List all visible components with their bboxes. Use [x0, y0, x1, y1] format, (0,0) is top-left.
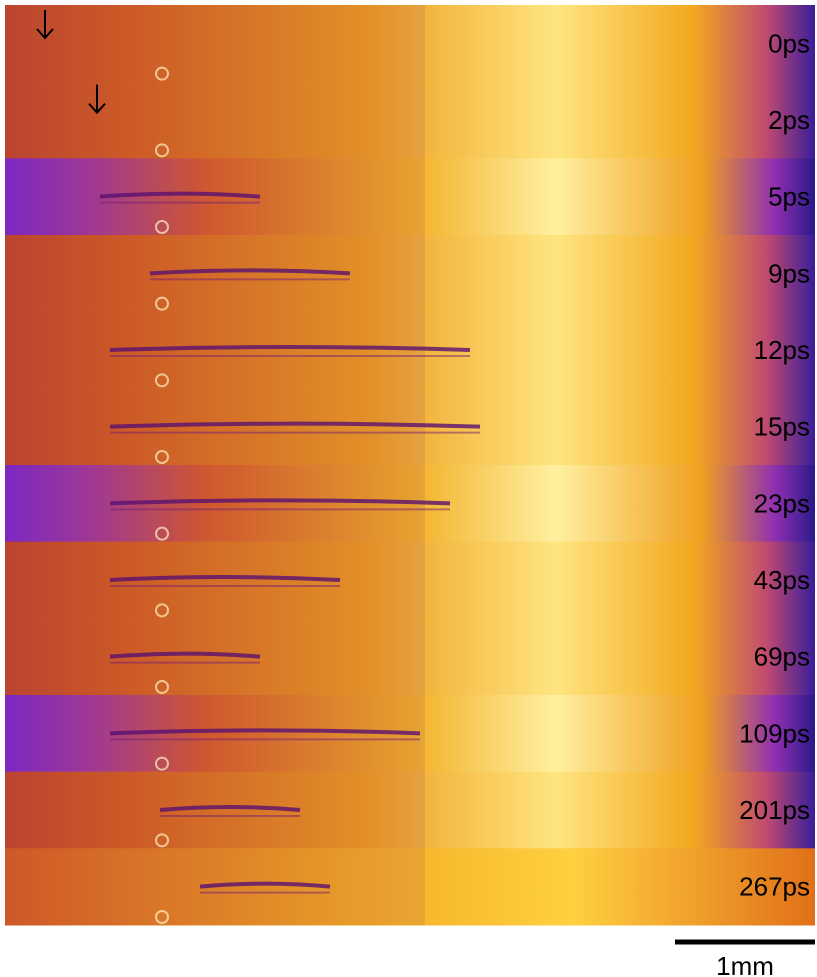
- filament: [109, 345, 471, 352]
- ring-artifact: [155, 220, 169, 234]
- scale-label: 1mm: [716, 951, 774, 977]
- ring-artifact: [155, 143, 169, 158]
- filament: [109, 575, 341, 582]
- filament: [109, 498, 451, 506]
- panel-image: [5, 618, 815, 696]
- ring-artifact: [155, 910, 169, 924]
- time-label: 9ps: [768, 258, 810, 288]
- time-label: 23ps: [754, 488, 810, 518]
- panel-shade: [5, 311, 425, 389]
- panel-shade: [5, 618, 425, 695]
- filament: [149, 268, 351, 276]
- ring-artifact: [155, 833, 169, 848]
- panel-image: [5, 158, 815, 236]
- filament: [99, 191, 261, 199]
- time-label: 12ps: [754, 335, 810, 365]
- panel-shade: [5, 5, 425, 82]
- panel-image: [5, 771, 815, 849]
- time-label: 201ps: [739, 795, 810, 825]
- time-label: 5ps: [768, 182, 810, 212]
- filament: [159, 805, 301, 812]
- ring-artifact: [155, 373, 169, 388]
- time-label: 109ps: [739, 718, 810, 748]
- ring-artifact: [155, 66, 169, 81]
- panel-image: [5, 235, 815, 313]
- panel-shade: [5, 158, 425, 235]
- time-label: 15ps: [754, 412, 810, 442]
- panels: 0ps 2ps 5ps 9ps 12ps 15ps 23ps 43ps 69ps 109ps 201…: [5, 5, 815, 926]
- panel-shade: [5, 465, 425, 542]
- ring-artifact: [155, 450, 169, 464]
- panel-shade: [5, 771, 425, 849]
- ring-artifact: [155, 756, 169, 771]
- panel-image: [5, 5, 815, 83]
- ring-artifact: [155, 296, 169, 311]
- panel-shade: [5, 541, 425, 619]
- panel-image: [5, 848, 815, 926]
- filament: [109, 651, 261, 659]
- panel-image: [5, 81, 815, 159]
- time-label: 69ps: [754, 642, 810, 672]
- panel-shade: [5, 388, 425, 465]
- ring-artifact: [155, 526, 169, 541]
- filament: [199, 881, 331, 889]
- panel-shade: [5, 81, 425, 159]
- time-label: 43ps: [754, 565, 810, 595]
- ring-artifact: [155, 680, 169, 694]
- time-label: 267ps: [739, 872, 810, 902]
- filament: [109, 728, 421, 736]
- time-label: 0ps: [768, 28, 810, 58]
- arrow: [36, 10, 54, 40]
- arrow: [88, 84, 106, 115]
- ring-artifact: [155, 603, 169, 618]
- filament: [109, 421, 481, 429]
- time-label: 2ps: [768, 105, 810, 135]
- panel-shade: [5, 235, 425, 312]
